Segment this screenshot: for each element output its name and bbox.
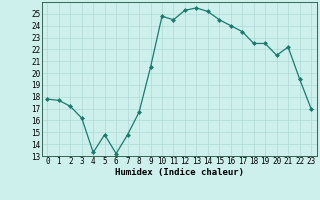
X-axis label: Humidex (Indice chaleur): Humidex (Indice chaleur) — [115, 168, 244, 177]
